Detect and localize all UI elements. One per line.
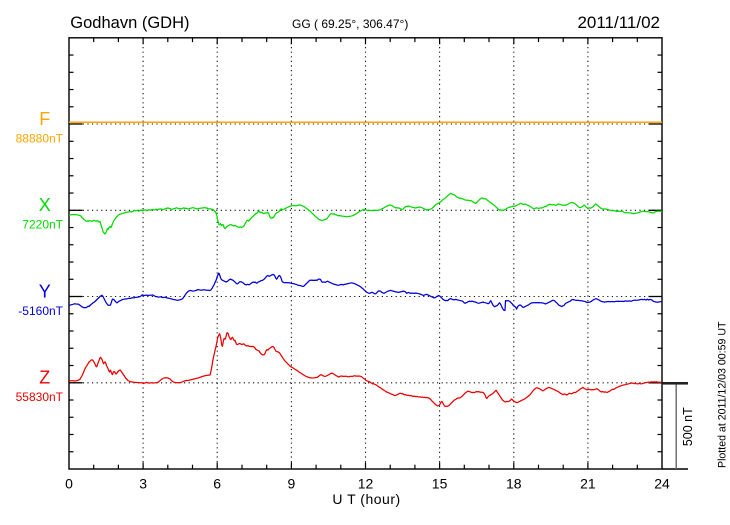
svg-text:18: 18 (506, 476, 522, 492)
svg-text:21: 21 (580, 476, 596, 492)
svg-text:2011/11/02: 2011/11/02 (577, 13, 660, 32)
svg-text:Plotted at 2011/12/03 00:59 UT: Plotted at 2011/12/03 00:59 UT (717, 321, 729, 468)
svg-text:3: 3 (139, 476, 147, 492)
svg-text:55830nT: 55830nT (16, 390, 64, 404)
svg-text:-5160nT: -5160nT (18, 304, 63, 318)
svg-text:500 nT: 500 nT (681, 407, 695, 446)
svg-text:GG ( 69.25°, 306.47°): GG ( 69.25°, 306.47°) (292, 17, 408, 31)
svg-text:7220nT: 7220nT (22, 218, 63, 232)
svg-text:15: 15 (432, 476, 448, 492)
svg-text:24: 24 (654, 476, 670, 492)
svg-text:Godhavn (GDH): Godhavn (GDH) (70, 14, 189, 32)
svg-text:X: X (39, 195, 51, 215)
svg-text:F: F (39, 109, 50, 129)
svg-text:Z: Z (39, 368, 50, 388)
svg-text:88880nT: 88880nT (16, 131, 64, 145)
svg-text:6: 6 (213, 476, 221, 492)
svg-text:U T (hour): U T (hour) (332, 491, 400, 507)
svg-text:12: 12 (358, 476, 374, 492)
svg-text:9: 9 (288, 476, 296, 492)
svg-text:Y: Y (39, 281, 51, 301)
svg-text:0: 0 (65, 476, 73, 492)
